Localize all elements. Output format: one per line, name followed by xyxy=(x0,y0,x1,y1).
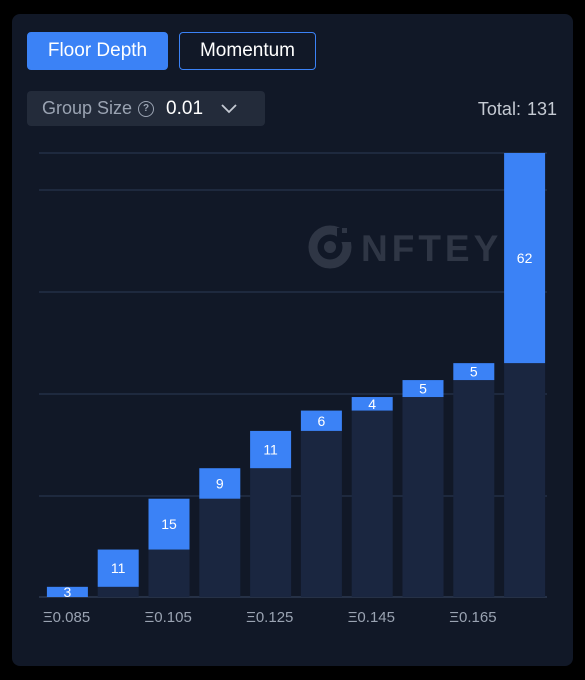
group-size-select[interactable]: Group Size ? 0.01 xyxy=(27,91,265,126)
x-tick-label: Ξ0.125 xyxy=(246,609,293,626)
bars: 3 11 15 9 11 6 4 5 5 62 xyxy=(46,153,546,600)
x-tick-label: Ξ0.105 xyxy=(145,609,192,626)
cumulative-bar xyxy=(402,397,444,597)
chart-card: Floor Depth Momentum Group Size ? 0.01 T… xyxy=(12,14,573,666)
x-tick-label: Ξ0.085 xyxy=(43,609,90,626)
cumulative-bar xyxy=(199,498,241,597)
cumulative-bar xyxy=(453,380,495,597)
cumulative-bar xyxy=(97,586,139,597)
bar-value-label: 62 xyxy=(517,250,533,266)
group-size-value: 0.01 xyxy=(166,97,204,119)
depth-bar[interactable] xyxy=(46,586,88,597)
bar-value-label: 5 xyxy=(419,381,427,397)
cumulative-bar xyxy=(504,363,546,597)
depth-bar[interactable] xyxy=(97,549,139,587)
x-tick-label: Ξ0.165 xyxy=(449,609,496,626)
bar-value-label: 6 xyxy=(318,413,326,429)
cumulative-bar xyxy=(351,410,393,597)
watermark-logo-icon xyxy=(308,225,352,269)
total-value: 131 xyxy=(526,99,557,119)
depth-bar[interactable] xyxy=(453,363,495,381)
total-count: Total: 131 xyxy=(472,99,557,120)
depth-bar[interactable] xyxy=(199,468,241,499)
watermark-text: NFTEYE xyxy=(361,228,531,269)
depth-bar[interactable] xyxy=(402,380,444,398)
momentum-tab[interactable]: Momentum xyxy=(179,32,316,70)
depth-chart: NFTEYE 3 11 15 9 11 6 4 5 5 62 Ξ0.085 Ξ0.105 Ξ0.125… xyxy=(39,152,547,626)
depth-bar[interactable] xyxy=(504,153,546,364)
cumulative-bar xyxy=(250,468,292,597)
depth-bar[interactable] xyxy=(300,410,342,431)
floor-depth-tab[interactable]: Floor Depth xyxy=(27,32,168,70)
bar-value-label: 11 xyxy=(263,442,278,458)
bar-value-label: 3 xyxy=(64,584,72,600)
bar-value-label: 15 xyxy=(161,516,177,532)
bar-value-label: 4 xyxy=(368,396,376,412)
depth-bar[interactable] xyxy=(148,498,190,550)
group-size-label: Group Size xyxy=(42,98,133,118)
bar-value-label: 5 xyxy=(470,364,478,380)
depth-bar[interactable] xyxy=(250,430,292,469)
bar-value-label: 11 xyxy=(111,560,126,576)
bar-value-label: 9 xyxy=(216,475,224,491)
total-label: Total: xyxy=(477,99,521,119)
chevron-down-icon xyxy=(221,103,237,114)
cumulative-bar xyxy=(148,549,190,597)
cumulative-bar xyxy=(300,430,342,597)
x-axis-labels: Ξ0.085 Ξ0.105 Ξ0.125 Ξ0.145 Ξ0.165 xyxy=(43,609,497,626)
nfteye-watermark: NFTEYE xyxy=(308,225,531,269)
help-icon[interactable]: ? xyxy=(138,100,155,117)
depth-bar[interactable] xyxy=(351,397,393,411)
x-tick-label: Ξ0.145 xyxy=(348,609,395,626)
